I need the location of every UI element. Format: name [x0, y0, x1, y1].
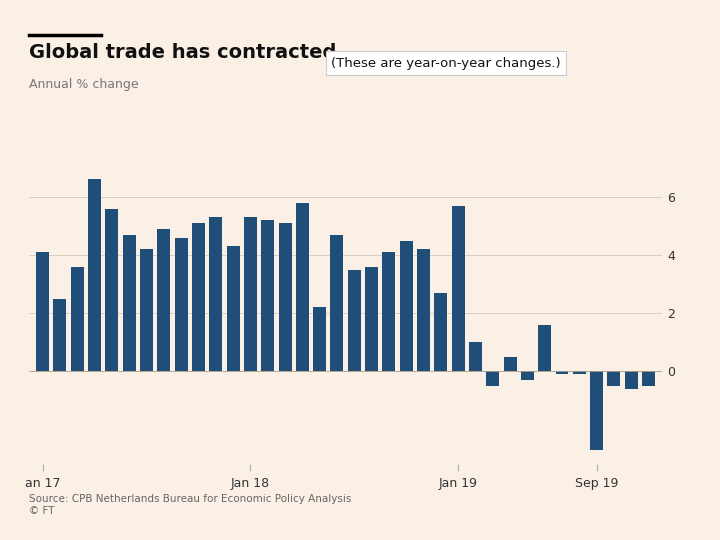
Text: Source: CPB Netherlands Bureau for Economic Policy Analysis
© FT: Source: CPB Netherlands Bureau for Econo…	[29, 494, 351, 516]
Bar	[538, 325, 552, 372]
Bar	[348, 269, 361, 372]
Bar	[556, 372, 569, 374]
Bar	[486, 372, 499, 386]
Bar	[71, 267, 84, 372]
Bar	[105, 208, 118, 372]
Bar	[469, 342, 482, 372]
Bar	[503, 357, 516, 372]
Bar	[382, 252, 395, 372]
Bar	[521, 372, 534, 380]
Bar	[330, 235, 343, 372]
Bar	[122, 235, 135, 372]
Bar	[140, 249, 153, 372]
Bar	[53, 299, 66, 372]
Bar	[417, 249, 430, 372]
Text: (These are year-on-year changes.): (These are year-on-year changes.)	[331, 57, 561, 70]
Bar	[642, 372, 655, 386]
Text: Global trade has contracted: Global trade has contracted	[29, 43, 336, 62]
Bar	[451, 206, 464, 372]
Bar	[590, 372, 603, 450]
Bar	[244, 217, 257, 372]
Text: Annual % change: Annual % change	[29, 78, 138, 91]
Bar	[261, 220, 274, 372]
Bar	[608, 372, 621, 386]
Bar	[365, 267, 378, 372]
Bar	[88, 179, 101, 372]
Bar	[400, 240, 413, 372]
Bar	[227, 246, 240, 372]
Bar	[296, 202, 309, 372]
Bar	[36, 252, 49, 372]
Bar	[158, 229, 171, 372]
Bar	[192, 223, 205, 372]
Bar	[313, 307, 326, 372]
Bar	[434, 293, 447, 372]
Bar	[210, 217, 222, 372]
Bar	[625, 372, 638, 389]
Bar	[279, 223, 292, 372]
Bar	[573, 372, 586, 374]
Bar	[175, 238, 188, 372]
